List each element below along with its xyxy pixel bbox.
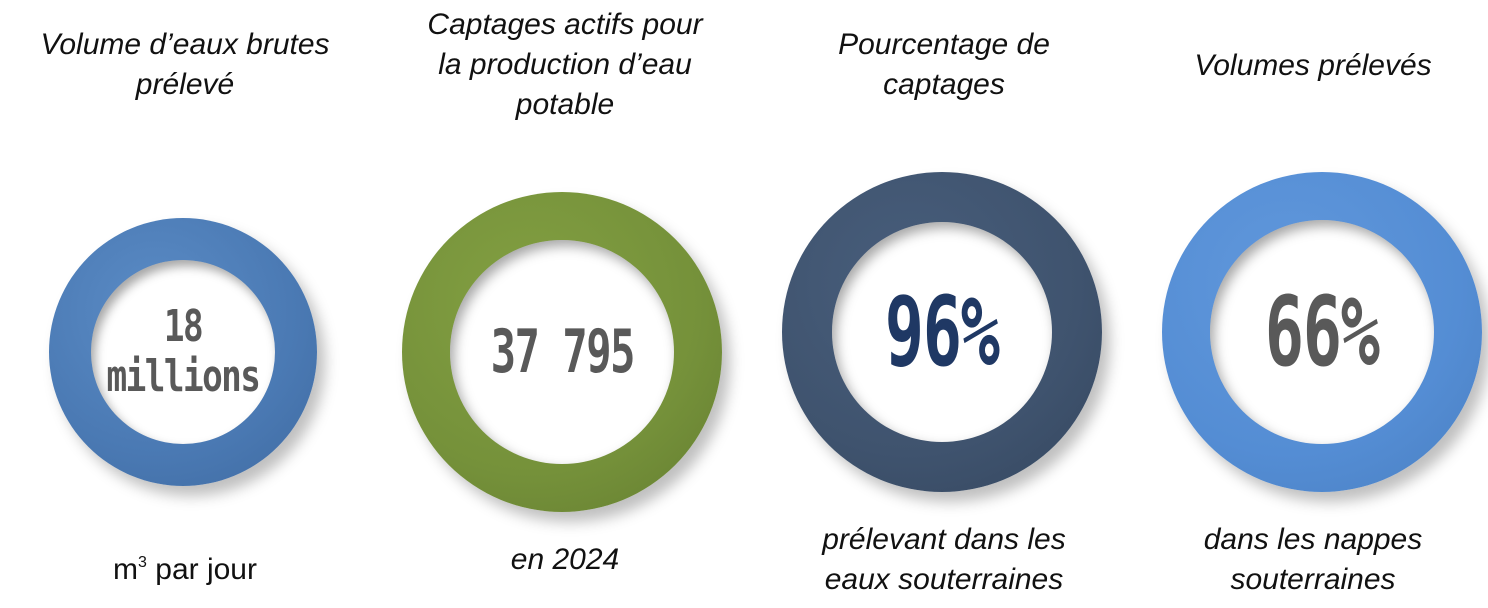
ring-inner: 37 795 (450, 240, 674, 464)
heading-line: Volume d’eaux brutes (40, 28, 330, 61)
caption-line: en 2024 (510, 543, 620, 576)
heading-line: Captages actifs pour (427, 8, 703, 41)
stat-pourcentage-captages: Pourcentage de captages 96% prélevant da… (756, 0, 1132, 608)
stat-value-line: 18 (163, 301, 204, 352)
caption-superscript: 3 (138, 554, 147, 571)
ring-inner: 66% (1210, 220, 1434, 444)
stat-value: 66% (1265, 276, 1380, 388)
ring-inner: 18 millions (91, 260, 275, 444)
caption-line: souterraines (1230, 563, 1396, 596)
stat-heading: Captages actifs pour la production d’eau… (380, 5, 750, 125)
stat-caption: dans les nappes souterraines (1138, 520, 1488, 600)
heading-line: prélevé (135, 68, 235, 101)
caption-rest: par jour (146, 553, 257, 586)
stat-heading: Pourcentage de captages (756, 25, 1132, 105)
stat-value-line: millions (106, 351, 261, 402)
heading-line: captages (883, 68, 1005, 101)
ring-dark-blue: 96% (782, 172, 1102, 492)
ring-blue: 18 millions (49, 218, 317, 486)
heading-line: Volumes prélevés (1194, 49, 1432, 82)
heading-line: potable (515, 88, 615, 121)
stat-caption: m3 par jour (0, 550, 370, 590)
caption-line: prélevant dans les (822, 523, 1066, 556)
ring-inner: 96% (832, 222, 1052, 442)
ring-light-blue: 66% (1162, 172, 1482, 492)
stat-heading: Volume d’eaux brutes prélevé (0, 25, 370, 105)
stat-value: 96% (885, 276, 1000, 388)
stat-volumes-preleves: Volumes prélevés 66% dans les nappes sou… (1138, 0, 1488, 608)
caption-line: dans les nappes (1203, 523, 1423, 556)
stat-heading: Volumes prélevés (1138, 46, 1488, 86)
ring-green: 37 795 (402, 192, 722, 512)
heading-line: Pourcentage de (838, 28, 1050, 61)
stat-caption: en 2024 (380, 540, 750, 580)
caption-unit: m (113, 553, 139, 586)
stat-value: 37 795 (490, 317, 635, 387)
caption-line: eaux souterraines (824, 563, 1064, 596)
stat-caption: prélevant dans les eaux souterraines (756, 520, 1132, 600)
stat-captages-actifs: Captages actifs pour la production d’eau… (380, 0, 750, 608)
stat-volume-prelevé: Volume d’eaux brutes prélevé 18 millions… (0, 0, 370, 608)
stat-value: 18 millions (85, 302, 281, 402)
heading-line: la production d’eau (438, 48, 692, 81)
